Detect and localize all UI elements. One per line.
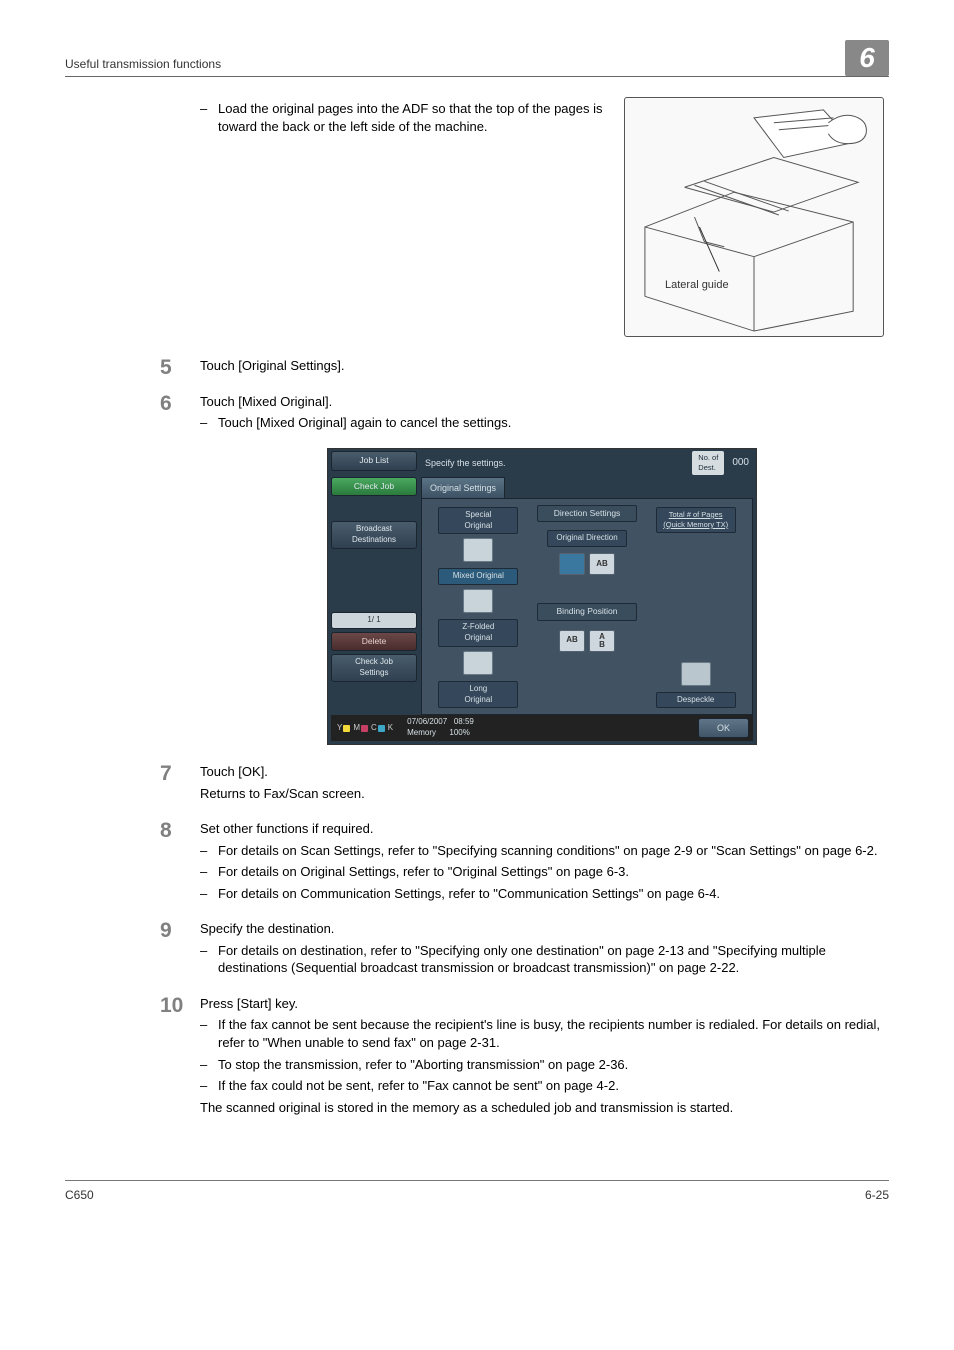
status-date: 07/06/2007: [407, 717, 447, 726]
step-text: Touch [OK].: [200, 763, 884, 781]
step-text: Set other functions if required.: [200, 820, 884, 838]
mixed-original-icon: [463, 538, 493, 562]
job-list-button[interactable]: Job List: [331, 451, 417, 470]
step-number: 10: [160, 995, 200, 1120]
section-title: Useful transmission functions: [65, 56, 221, 72]
direction-settings-header: Direction Settings: [537, 505, 638, 522]
step-number: 8: [160, 820, 200, 906]
step-text: Specify the destination.: [200, 920, 884, 938]
total-pages-link[interactable]: Total # of Pages (Quick Memory TX): [656, 507, 736, 533]
binding-position-header: Binding Position: [537, 603, 638, 620]
step-number: 5: [160, 357, 200, 379]
toner-indicator: YMCK: [335, 723, 401, 734]
direction-icon-2[interactable]: AB: [589, 553, 615, 575]
step-text: Touch [Original Settings].: [200, 357, 884, 375]
check-job-button[interactable]: Check Job: [331, 477, 417, 496]
step-number: 9: [160, 920, 200, 981]
long-original-icon: [463, 651, 493, 675]
status-mem-pct: 100%: [449, 728, 469, 737]
original-direction-button[interactable]: Original Direction: [547, 530, 627, 547]
binding-ab-icon[interactable]: AB: [559, 630, 585, 652]
footer-model: C650: [65, 1187, 94, 1203]
intro-bullet: Load the original pages into the ADF so …: [200, 100, 604, 135]
step-sub: For details on Communication Settings, r…: [200, 885, 884, 903]
step-sub: If the fax could not be sent, refer to "…: [200, 1077, 884, 1095]
status-mem-label: Memory: [407, 728, 436, 737]
step-number: 7: [160, 763, 200, 806]
binding-ab2-icon[interactable]: A B: [589, 630, 615, 652]
step-sub: For details on destination, refer to "Sp…: [200, 942, 884, 977]
despeckle-icon: [681, 662, 711, 686]
adf-figure: Lateral guide: [624, 97, 884, 337]
page-counter: 1/ 1: [331, 612, 417, 629]
step-text: Press [Start] key.: [200, 995, 884, 1013]
lcd-screenshot: Job List Specify the settings. No. of De…: [327, 448, 757, 745]
zfolded-icon: [463, 589, 493, 613]
step-sub: To stop the transmission, refer to "Abor…: [200, 1056, 884, 1074]
despeckle-button[interactable]: Despeckle: [656, 692, 736, 709]
step-note: The scanned original is stored in the me…: [200, 1099, 884, 1117]
step-sub: For details on Scan Settings, refer to "…: [200, 842, 884, 860]
special-original-label: Special Original: [438, 507, 518, 535]
step-text: Touch [Mixed Original].: [200, 393, 884, 411]
broadcast-label: Broadcast Destinations: [331, 521, 417, 549]
long-original-label: Long Original: [438, 681, 518, 709]
mixed-original-button[interactable]: Mixed Original: [438, 568, 518, 585]
dest-label: No. of Dest.: [698, 453, 718, 472]
direction-icon-1[interactable]: [559, 553, 585, 575]
specify-label: Specify the settings.: [421, 457, 688, 469]
step-sub: If the fax cannot be sent because the re…: [200, 1016, 884, 1051]
delete-button[interactable]: Delete: [331, 632, 417, 651]
step-sub: Touch [Mixed Original] again to cancel t…: [200, 414, 884, 432]
lateral-guide-label: Lateral guide: [665, 278, 729, 293]
zfolded-label: Z-Folded Original: [438, 619, 518, 647]
footer-page: 6-25: [865, 1187, 889, 1203]
original-settings-tab[interactable]: Original Settings: [421, 477, 505, 498]
dest-count: 000: [728, 456, 753, 470]
check-job-settings-button[interactable]: Check Job Settings: [331, 654, 417, 682]
chapter-badge: 6: [845, 40, 889, 76]
step-sub: For details on Original Settings, refer …: [200, 863, 884, 881]
ok-button[interactable]: OK: [698, 718, 749, 738]
step-note: Returns to Fax/Scan screen.: [200, 785, 884, 803]
status-time: 08:59: [454, 717, 474, 726]
step-number: 6: [160, 393, 200, 436]
